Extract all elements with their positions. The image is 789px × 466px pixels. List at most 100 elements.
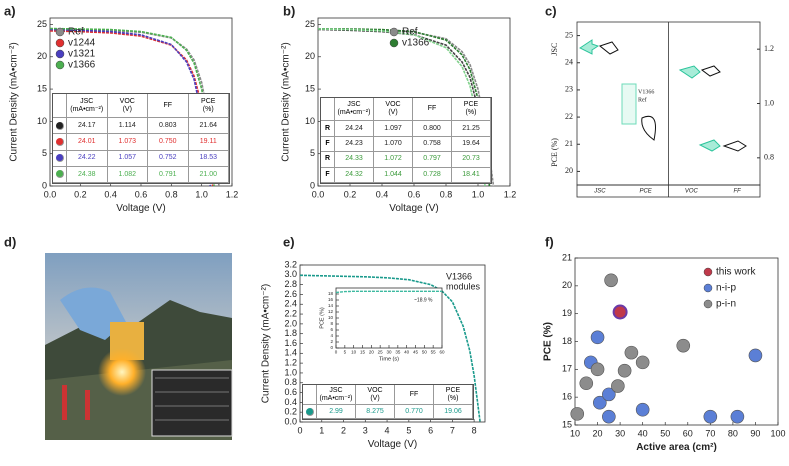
table-cell: 24.23 — [335, 136, 374, 153]
x-axis-label: Active area (cm²) — [636, 442, 717, 453]
table-cell: 24.17 — [67, 118, 108, 135]
y-tick-label: 2.4 — [284, 299, 297, 309]
table-cell: 18.41 — [452, 167, 491, 183]
y-tick-label: 20 — [305, 51, 315, 61]
panel-label: c) — [545, 3, 557, 18]
y-tick-label: 10 — [305, 116, 315, 126]
y-tick-label: 0 — [330, 345, 333, 350]
table-cell: 0.770 — [395, 405, 434, 419]
y-tick-label: 0.8 — [284, 377, 297, 387]
table-cell: 1.044 — [374, 167, 413, 183]
x-tick-label: 2 — [341, 425, 346, 435]
x-tick-label: 6 — [428, 425, 433, 435]
category-label: PCE — [639, 189, 652, 195]
table-cell: 21.00 — [188, 166, 229, 183]
y-tick-label: 16 — [562, 392, 572, 402]
legend-label: v1366 — [402, 38, 430, 49]
y-tick-label: 0 — [310, 180, 315, 190]
scatter-point — [611, 379, 625, 393]
y-tick-label: 24 — [565, 58, 573, 67]
x-tick-label: 0.6 — [135, 189, 148, 199]
column-header: VOC (V) — [374, 98, 413, 122]
y-tick-label: 2.8 — [284, 279, 297, 289]
x-tick-label: 3 — [363, 425, 368, 435]
table-cell: 8.275 — [356, 405, 395, 419]
data-table: JSC (mA•cm⁻²) VOC (V) FF PCE (%) 2.99 8.275 0.… — [302, 384, 474, 420]
y-axis-label: Current Density (mA•cm⁻²) — [261, 284, 272, 403]
row-marker: F — [321, 136, 335, 153]
y-tick-label: 10 — [37, 116, 47, 126]
y-tick-label: 15 — [37, 83, 47, 93]
x-tick-label: 8 — [472, 425, 477, 435]
table-cell: 24.22 — [67, 150, 108, 167]
legend-marker — [703, 283, 713, 293]
row-marker — [53, 150, 67, 167]
x-tick-label: 55 — [431, 350, 437, 355]
y-tick-label: 15 — [562, 419, 572, 429]
y-tick-label: 3.2 — [284, 259, 297, 269]
violin-shapes — [579, 39, 747, 152]
table-cell: 0.758 — [413, 136, 452, 153]
column-header: JSC (mA•cm⁻²) — [317, 385, 356, 406]
table-cell: 24.24 — [335, 121, 374, 137]
column-header: VOC (V) — [356, 385, 395, 406]
x-tick-label: 0 — [297, 425, 302, 435]
y-tick-label: 21 — [565, 139, 573, 148]
table-cell: 1.073 — [107, 134, 148, 151]
x-tick-label: 0.4 — [104, 189, 117, 199]
scatter-point — [593, 395, 607, 410]
y-tick-label: 19 — [562, 308, 572, 318]
x-tick-label: 7 — [450, 425, 455, 435]
table-corner — [321, 98, 335, 122]
legend-marker — [389, 38, 399, 48]
row-dot — [55, 170, 64, 179]
x-tick-label: 80 — [728, 428, 738, 438]
y-tick-label: 25 — [305, 19, 315, 29]
x-tick-label: 5 — [406, 425, 411, 435]
table-cell: 19.11 — [188, 134, 229, 151]
x-tick-label: 90 — [750, 428, 760, 438]
legend-label: v1366 — [68, 60, 96, 71]
x-tick-label: 5 — [344, 350, 347, 355]
legend-marker — [703, 299, 713, 309]
legend-marker — [55, 27, 65, 37]
table-cell: 24.01 — [67, 134, 108, 151]
column-header: FF — [395, 385, 434, 406]
x-tick-label: 40 — [638, 428, 648, 438]
y-tick-label: 1.4 — [284, 348, 297, 358]
y-tick-label: 1.6 — [284, 338, 297, 348]
y-tick-label: 20 — [37, 51, 47, 61]
x-tick-label: 0.6 — [408, 189, 421, 199]
table-cell: 21.64 — [188, 118, 229, 135]
panel-label: a) — [4, 3, 16, 18]
x-tick-label: 1.2 — [504, 189, 517, 199]
legend-label: v1244 — [68, 38, 96, 49]
data-table: JSC (mA•cm⁻²) VOC (V) FF PCE (%) R 24.24 1.097… — [320, 97, 492, 184]
y-tick-label: 1.0 — [284, 367, 297, 377]
table-cell: 0.803 — [148, 118, 189, 135]
x-tick-label: 45 — [413, 350, 419, 355]
table-cell: 0.800 — [413, 121, 452, 137]
x-tick-label: 60 — [439, 350, 445, 355]
y-tick-label: 17 — [562, 364, 572, 374]
row-dot — [305, 407, 314, 416]
x-tick-label: 40 — [404, 350, 410, 355]
y-tick-label: 18 — [562, 336, 572, 346]
table-cell: 1.114 — [107, 118, 148, 135]
y-tick-label: 0.2 — [284, 407, 297, 417]
y2-tick-label: 1.2 — [764, 44, 774, 53]
table-cell: 2.99 — [317, 405, 356, 419]
legend-marker — [55, 49, 65, 59]
scatter-point — [604, 273, 618, 288]
scatter-point — [703, 409, 718, 424]
category-label: JSC — [593, 189, 606, 195]
scatter-point — [590, 330, 605, 345]
x-tick-label: 10 — [570, 428, 580, 438]
legend-marker — [55, 60, 65, 70]
y-tick-label: 25 — [565, 30, 573, 39]
y-tick-label: 15 — [305, 83, 315, 93]
table-cell: 21.25 — [452, 121, 491, 137]
x-tick-label: 30 — [615, 428, 625, 438]
